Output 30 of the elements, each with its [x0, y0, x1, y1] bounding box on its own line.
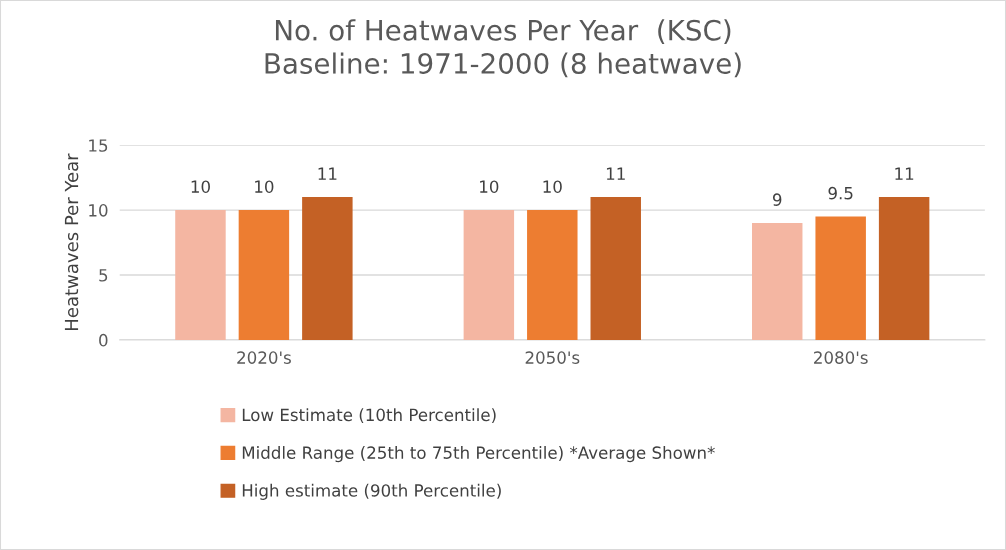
data-label: 9.5: [828, 186, 853, 200]
data-label: 11: [606, 167, 625, 180]
bar: [878, 197, 930, 340]
x-tick-label: 2020's: [237, 351, 291, 364]
bar: [590, 197, 641, 340]
x-tick-label: 2050's: [525, 351, 580, 364]
data-label: 10: [543, 180, 562, 193]
y-tick-label: 5: [99, 269, 108, 282]
y-tick-label: 15: [89, 139, 108, 152]
legend-label: Low Estimate (10th Percentile): [242, 408, 496, 424]
data-label: 9: [772, 193, 782, 206]
bar: [527, 210, 578, 340]
bar: [302, 197, 353, 340]
chart-title: No. of Heatwaves Per Year (KSC) Baseline: 1971-2000 (8 heatwave): [265, 19, 741, 78]
y-tick-label: 10: [89, 204, 108, 217]
y-tick-label: 0: [99, 333, 108, 347]
bar: [463, 210, 515, 340]
data-label: 11: [895, 167, 914, 180]
y-axis-title: Heatwaves Per Year: [64, 153, 79, 330]
x-tick-label: 2080's: [814, 351, 868, 364]
data-label: 10: [255, 180, 274, 193]
data-label: 11: [318, 167, 337, 180]
data-label: 10: [191, 180, 210, 193]
legend-label: Middle Range (25th to 75th Percentile) *Average Shown*: [242, 446, 715, 463]
data-label: 10: [480, 180, 499, 193]
bar: [815, 216, 866, 340]
bar: [175, 210, 226, 340]
legend-label: High estimate (90th Percentile): [242, 483, 501, 500]
bar: [238, 210, 290, 340]
bar: [752, 223, 803, 340]
